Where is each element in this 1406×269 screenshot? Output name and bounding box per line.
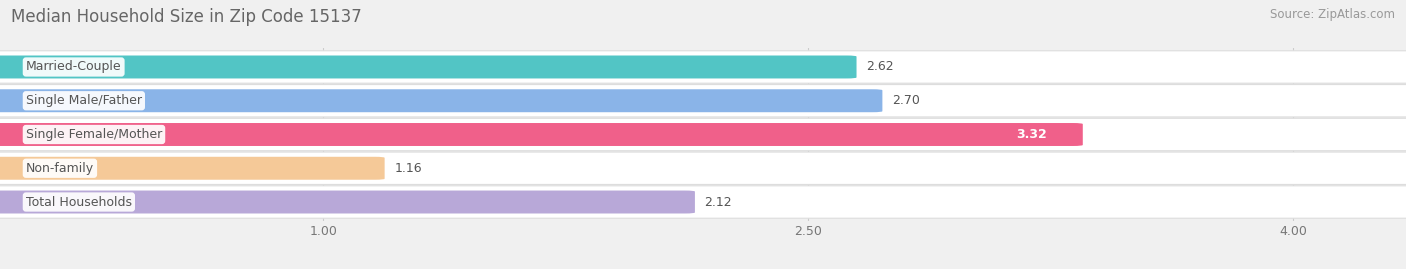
- FancyBboxPatch shape: [0, 123, 1083, 146]
- FancyBboxPatch shape: [0, 118, 1406, 151]
- FancyBboxPatch shape: [0, 186, 1406, 218]
- Text: Total Households: Total Households: [25, 196, 132, 208]
- Text: Single Female/Mother: Single Female/Mother: [25, 128, 162, 141]
- Text: Median Household Size in Zip Code 15137: Median Household Size in Zip Code 15137: [11, 8, 361, 26]
- FancyBboxPatch shape: [0, 152, 1406, 185]
- FancyBboxPatch shape: [0, 157, 385, 180]
- Text: 2.70: 2.70: [891, 94, 920, 107]
- Text: Married-Couple: Married-Couple: [25, 61, 121, 73]
- Text: 1.16: 1.16: [394, 162, 422, 175]
- Text: 3.32: 3.32: [1017, 128, 1047, 141]
- Text: Non-family: Non-family: [25, 162, 94, 175]
- Text: 2.62: 2.62: [866, 61, 894, 73]
- Text: 2.12: 2.12: [704, 196, 733, 208]
- Text: Source: ZipAtlas.com: Source: ZipAtlas.com: [1270, 8, 1395, 21]
- FancyBboxPatch shape: [0, 55, 856, 79]
- FancyBboxPatch shape: [0, 51, 1406, 83]
- FancyBboxPatch shape: [0, 190, 695, 214]
- Text: Single Male/Father: Single Male/Father: [25, 94, 142, 107]
- FancyBboxPatch shape: [0, 84, 1406, 117]
- FancyBboxPatch shape: [0, 89, 883, 112]
